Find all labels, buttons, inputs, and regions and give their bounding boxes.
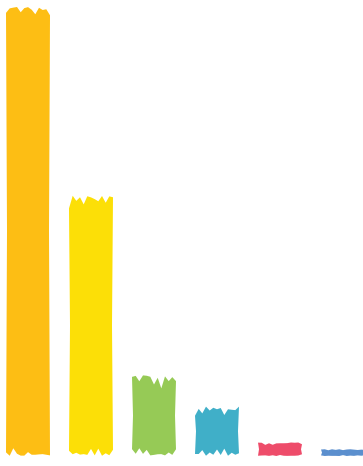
bars-group <box>6 7 363 456</box>
bar-5-core <box>261 445 299 454</box>
bar-3-core <box>135 389 173 448</box>
bar-4-core <box>198 418 236 449</box>
bar-6-core <box>324 450 362 455</box>
bar-2-core <box>72 209 110 448</box>
bar-1-core <box>9 20 47 448</box>
